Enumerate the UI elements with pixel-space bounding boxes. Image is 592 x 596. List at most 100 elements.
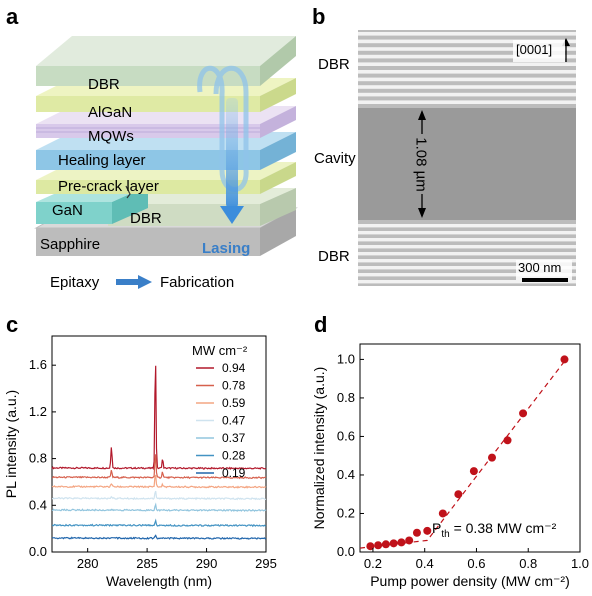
- flow-label-epitaxy: Epitaxy: [50, 274, 100, 291]
- sem-stripe: [358, 224, 576, 228]
- sem-stripe: [358, 100, 576, 104]
- plot-frame: [51, 335, 267, 553]
- layer-label-algan: AlGaN: [88, 104, 133, 121]
- y-tick-label: 0.8: [29, 451, 47, 466]
- legend-item-0.78: 0.78: [222, 379, 246, 393]
- sem-stripe: [358, 70, 576, 74]
- legend-item-0.59: 0.59: [222, 396, 246, 410]
- data-point: [469, 467, 478, 476]
- data-point: [454, 490, 463, 499]
- threshold-sub: th: [441, 528, 450, 540]
- scale-bar: [522, 278, 568, 282]
- x-tick-label: 295: [255, 556, 277, 571]
- x-tick-label: 280: [77, 556, 99, 571]
- data-point: [438, 509, 447, 518]
- panel-label-a: a: [6, 4, 19, 29]
- flow-label-fabrication: Fabrication: [160, 274, 235, 291]
- series-line-0.94: [51, 365, 267, 471]
- layer-mqws: [36, 106, 296, 138]
- data-point: [374, 541, 383, 550]
- series-line-0.47: [51, 490, 267, 501]
- sem-stripe: [358, 252, 576, 256]
- layer-label-mqws: MQWs: [88, 128, 134, 145]
- sem-stripe: [358, 77, 576, 82]
- sem-stripe: [358, 62, 576, 66]
- data-point: [560, 355, 569, 364]
- series-line-0.19: [51, 534, 267, 540]
- layer-dbr-top: [36, 36, 296, 86]
- y-tick-label: 0.0: [337, 544, 355, 559]
- thickness-label: 1.08 µm: [412, 137, 430, 192]
- x-tick-label: 0.8: [519, 556, 537, 571]
- y-axis-label: PL intensity (a.u.): [3, 390, 19, 498]
- threshold-p: P: [432, 520, 442, 536]
- direction-arrow-icon: [562, 38, 570, 62]
- panel-label-c: c: [6, 312, 19, 337]
- y-tick-label: 1.2: [29, 404, 47, 419]
- data-point: [488, 453, 496, 462]
- sem-label-cavity: Cavity: [314, 150, 356, 167]
- x-tick-label: 1.0: [571, 556, 589, 571]
- layer-algan: [36, 78, 296, 112]
- data-point: [366, 542, 375, 551]
- legend-item-0.47: 0.47: [222, 414, 246, 428]
- y-tick-label: 0.2: [337, 505, 355, 520]
- data-point: [397, 538, 406, 547]
- panel-label-b: b: [312, 4, 326, 29]
- sem-cavity-region: [358, 108, 576, 220]
- sem-stripe: [358, 245, 576, 249]
- y-tick-label: 0.0: [29, 544, 47, 559]
- x-tick-label: 290: [196, 556, 218, 571]
- direction-label: [0001]: [516, 42, 553, 57]
- sem-label-dbr-bottom: DBR: [318, 248, 350, 265]
- layer-label-healing: Healing layer: [58, 152, 146, 169]
- sem-stripe: [358, 85, 576, 89]
- data-point: [412, 528, 421, 537]
- scale-bar-label: 300 nm: [518, 260, 562, 275]
- sem-stripe: [358, 231, 576, 235]
- layer-label-dbr-top: DBR: [88, 76, 120, 93]
- data-point: [519, 409, 528, 418]
- flow-arrow: [116, 275, 152, 289]
- legend-title: MW cm⁻²: [192, 343, 247, 359]
- lasing-beam: [197, 65, 249, 224]
- data-point: [389, 539, 398, 548]
- x-tick-label: 0.6: [467, 556, 485, 571]
- data-point: [503, 436, 512, 445]
- data-point: [381, 540, 390, 549]
- y-axis-label: Normalized intensity (a.u.): [311, 367, 327, 530]
- data-point: [423, 526, 432, 535]
- series-line-0.78: [51, 454, 267, 480]
- layer-label-dbr-lower: DBR: [130, 210, 162, 227]
- x-tick-label: 285: [136, 556, 158, 571]
- y-tick-label: 0.4: [337, 467, 355, 482]
- y-tick-label: 1.6: [29, 357, 47, 372]
- lasing-label: Lasing: [202, 240, 251, 257]
- panel-label-d: d: [314, 312, 328, 337]
- series-line-0.37: [51, 502, 267, 513]
- x-tick-label: 0.2: [364, 556, 382, 571]
- legend-item-0.19: 0.19: [222, 466, 246, 480]
- sem-stripe: [358, 280, 576, 284]
- x-axis-label: Wavelength (nm): [106, 573, 212, 589]
- legend-title-text: MW cm⁻²: [192, 343, 248, 358]
- sem-stripe: [358, 238, 576, 242]
- legend-item-0.28: 0.28: [222, 449, 246, 463]
- threshold-annotation: Pth = 0.38 MW cm⁻²: [432, 520, 556, 540]
- data-point: [405, 536, 414, 545]
- y-tick-label: 1.0: [337, 351, 355, 366]
- legend-item-0.37: 0.37: [222, 431, 246, 445]
- series-line-0.59: [51, 474, 267, 489]
- y-tick-label: 0.6: [337, 428, 355, 443]
- y-tick-label: 0.4: [29, 497, 47, 512]
- layer-label-sapphire: Sapphire: [40, 236, 101, 253]
- sem-stripe: [358, 32, 576, 36]
- series-line-0.28: [51, 518, 267, 528]
- layer-label-gan: GaN: [52, 202, 83, 219]
- sem-stripe: [358, 92, 576, 97]
- threshold-value: = 0.38 MW cm⁻²: [449, 520, 557, 536]
- layer-label-pre-crack: Pre-crack layer: [58, 178, 159, 195]
- x-axis-label: Pump power density (MW cm⁻²): [370, 573, 570, 589]
- sem-label-dbr-top: DBR: [318, 56, 350, 73]
- x-tick-label: 0.4: [416, 556, 434, 571]
